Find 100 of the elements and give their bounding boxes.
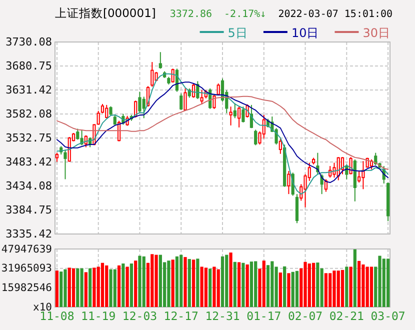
bar bbox=[96, 266, 100, 307]
x-tick-label: 03-07 bbox=[370, 309, 406, 324]
bar bbox=[316, 262, 320, 307]
bar bbox=[188, 258, 191, 307]
bar bbox=[167, 260, 170, 307]
bar bbox=[262, 260, 266, 307]
text: -2.17%↓ bbox=[224, 9, 266, 20]
bar bbox=[204, 268, 208, 307]
legend-label: 10日 bbox=[291, 26, 319, 40]
bar bbox=[291, 272, 294, 307]
x-tick-label: 02-07 bbox=[288, 309, 323, 324]
bar bbox=[229, 252, 232, 307]
bar bbox=[382, 258, 386, 307]
bar bbox=[246, 264, 249, 307]
bar bbox=[88, 268, 92, 307]
bar bbox=[378, 256, 382, 307]
bar bbox=[287, 273, 290, 307]
bar bbox=[336, 270, 340, 307]
bar bbox=[55, 270, 59, 307]
bar bbox=[278, 272, 282, 307]
x-tick-label: 12-03 bbox=[122, 309, 158, 324]
y-tick-label: 3582.08 bbox=[6, 108, 52, 121]
bar bbox=[84, 272, 88, 307]
bar bbox=[196, 258, 200, 307]
bar bbox=[349, 266, 352, 307]
y-tick-label: 3730.08 bbox=[6, 36, 52, 49]
bar bbox=[212, 266, 216, 307]
bar bbox=[220, 256, 224, 307]
bar bbox=[208, 268, 212, 307]
bar bbox=[126, 266, 129, 307]
y-tick-label: 31965093 bbox=[1, 262, 52, 275]
candlestick bbox=[287, 170, 290, 195]
y-tick-label: 3680.75 bbox=[6, 60, 52, 73]
bar bbox=[117, 265, 121, 307]
y-tick-label: 3532.75 bbox=[6, 132, 52, 145]
bar bbox=[150, 254, 154, 307]
bar bbox=[68, 268, 71, 307]
bar bbox=[113, 269, 116, 307]
bar bbox=[304, 262, 307, 307]
bar bbox=[345, 266, 348, 307]
bar bbox=[142, 256, 146, 307]
bar bbox=[295, 270, 299, 307]
bar bbox=[72, 268, 76, 307]
y-tick-label: 3631.42 bbox=[6, 84, 52, 97]
bar bbox=[233, 262, 236, 307]
bar bbox=[80, 268, 84, 307]
bar bbox=[332, 270, 336, 307]
bar bbox=[270, 261, 274, 307]
candlestick bbox=[142, 96, 146, 119]
x-tick-label: 11-19 bbox=[81, 309, 116, 324]
y-tick-label: 3483.42 bbox=[6, 156, 52, 169]
y-tick-label: 15982546 bbox=[1, 282, 52, 294]
bar bbox=[254, 261, 258, 307]
bar bbox=[200, 266, 204, 307]
bar bbox=[366, 266, 369, 307]
bar bbox=[192, 260, 196, 307]
bar bbox=[312, 262, 316, 307]
bar bbox=[386, 258, 390, 307]
bar bbox=[266, 265, 270, 307]
candlestick bbox=[362, 160, 365, 190]
bar bbox=[324, 273, 328, 307]
bar bbox=[100, 262, 104, 307]
bar bbox=[180, 254, 183, 307]
bar bbox=[238, 262, 241, 307]
bar bbox=[328, 273, 332, 307]
bar bbox=[216, 269, 220, 307]
bar bbox=[171, 260, 174, 307]
bar bbox=[358, 260, 361, 307]
bar bbox=[175, 256, 179, 307]
y-tick-label: 47947639 bbox=[1, 243, 52, 256]
bar bbox=[60, 272, 63, 307]
bar bbox=[109, 269, 112, 307]
bar bbox=[76, 268, 80, 307]
bar bbox=[184, 257, 187, 307]
text: 3372.86 bbox=[170, 9, 212, 20]
x-tick-label: 12-17 bbox=[164, 309, 198, 324]
x-tick-label: 12-31 bbox=[205, 309, 240, 324]
y-tick-label: 3384.75 bbox=[6, 204, 52, 217]
y-tick-label: 3335.42 bbox=[6, 228, 52, 241]
bar bbox=[340, 270, 344, 307]
chart-title: 上证指数[000001] bbox=[55, 6, 156, 20]
bar bbox=[225, 254, 228, 307]
bar bbox=[154, 254, 158, 307]
bar bbox=[283, 266, 286, 307]
x-tick-label: 01-17 bbox=[246, 309, 282, 324]
x-tick-label: 11-08 bbox=[40, 309, 74, 324]
bar bbox=[370, 266, 374, 307]
bar bbox=[362, 264, 365, 307]
bar bbox=[138, 256, 142, 307]
bar bbox=[250, 262, 254, 307]
bar bbox=[242, 262, 245, 307]
bar bbox=[105, 265, 108, 307]
text: 2022-03-07 15:01:00 bbox=[278, 9, 393, 20]
legend-label: 5日 bbox=[228, 26, 248, 40]
bar bbox=[353, 249, 356, 307]
bar bbox=[134, 260, 138, 307]
y-tick-label: 3434.08 bbox=[6, 180, 52, 193]
x-tick-label: 02-21 bbox=[329, 309, 364, 324]
bar bbox=[92, 268, 96, 307]
bar bbox=[130, 264, 134, 307]
